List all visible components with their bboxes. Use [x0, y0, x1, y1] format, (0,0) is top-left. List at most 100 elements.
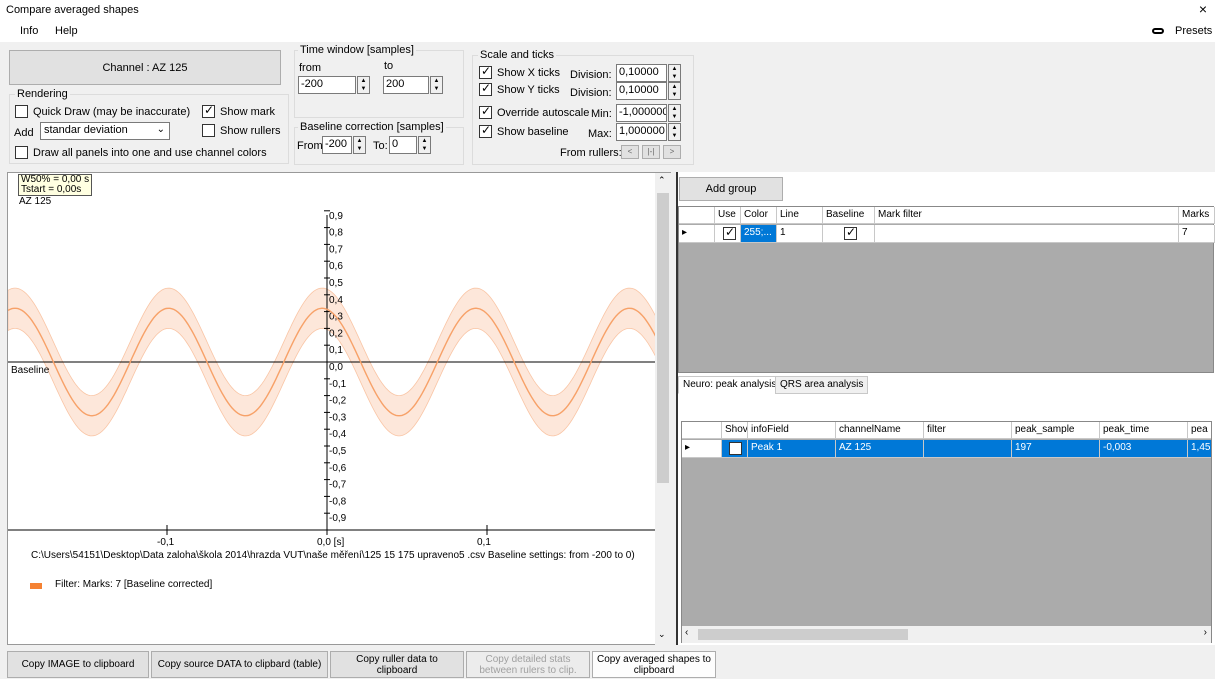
- row-pointer-icon: ▸: [682, 227, 688, 238]
- col-filter[interactable]: filter: [924, 422, 1012, 439]
- col-peak-value[interactable]: pea: [1188, 422, 1211, 439]
- show-y-ticks-checkbox[interactable]: [479, 81, 492, 96]
- row-selector[interactable]: ▸: [679, 225, 715, 243]
- copy-ruller-data-button[interactable]: Copy ruller data to clipboard: [330, 651, 464, 678]
- grid2-corner: [682, 422, 722, 439]
- add-group-button[interactable]: Add group: [679, 177, 783, 201]
- y-division-spinner[interactable]: ▲ ▼: [668, 82, 681, 100]
- plot-area[interactable]: 0,9 0,8 0,7 0,6 0,5 0,4 0,3 0,2 0,1 0,0 -0,1 -0,2 -0…: [7, 172, 671, 645]
- close-icon[interactable]: ×: [1198, 1, 1207, 17]
- cell-channel-name[interactable]: AZ 125: [836, 440, 924, 458]
- cell-marks[interactable]: 7: [1179, 225, 1215, 243]
- max-label: Max:: [588, 128, 612, 140]
- add-select[interactable]: standar deviation ⌄: [40, 122, 170, 140]
- rendering-group: [9, 94, 289, 164]
- row2-selector[interactable]: ▸: [682, 440, 722, 458]
- cell-color[interactable]: 255;...: [741, 225, 777, 243]
- cell-show[interactable]: [722, 440, 748, 458]
- ruler-mid-button[interactable]: |-|: [642, 145, 660, 159]
- x-division-input[interactable]: 0,10000: [616, 64, 667, 82]
- hscroll-thumb[interactable]: [698, 629, 908, 640]
- show-mark-checkbox[interactable]: [202, 103, 215, 118]
- scroll-left-icon[interactable]: ‹: [685, 627, 689, 638]
- y-tick-label: -0,4: [329, 429, 347, 440]
- time-to-spinner[interactable]: ▲ ▼: [430, 76, 443, 94]
- y-division-input[interactable]: 0,10000: [616, 82, 667, 100]
- copy-averaged-shapes-button[interactable]: Copy averaged shapes to clipboard: [592, 651, 716, 678]
- tooltip-w50: W50% = 0,00 s: [21, 174, 90, 185]
- baseline-from-input[interactable]: -200: [322, 136, 352, 154]
- draw-all-label: Draw all panels into one and use channel…: [33, 147, 267, 159]
- cell-info-field[interactable]: Peak 1: [748, 440, 836, 458]
- col-mark-filter[interactable]: Mark filter: [875, 207, 1179, 224]
- show-baseline-checkbox[interactable]: [479, 123, 492, 138]
- tab-qrs-area[interactable]: QRS area analysis: [775, 376, 869, 394]
- plot-vertical-scrollbar[interactable]: ⌃ ⌄: [655, 173, 671, 645]
- min-label: Min:: [591, 108, 612, 120]
- min-spinner[interactable]: ▲ ▼: [668, 104, 681, 122]
- override-autoscale-checkbox[interactable]: [479, 104, 492, 119]
- y-tick-label: -0,1: [329, 379, 347, 390]
- menu-presets[interactable]: Presets: [1175, 25, 1213, 37]
- max-input[interactable]: 1,000000: [616, 123, 667, 141]
- time-from-spinner[interactable]: ▲ ▼: [357, 76, 370, 94]
- cell-use[interactable]: [715, 225, 741, 243]
- col-use[interactable]: Use: [715, 207, 741, 224]
- tab-neuro-peak[interactable]: Neuro: peak analysis: [678, 376, 782, 394]
- ruler-left-button[interactable]: <: [621, 145, 639, 159]
- time-from-input[interactable]: -200: [298, 76, 356, 94]
- y-tick-label: -0,9: [329, 513, 347, 524]
- col-show[interactable]: Shov: [722, 422, 748, 439]
- scroll-up-icon[interactable]: ⌃: [658, 175, 666, 185]
- y-tick-label: 0,8: [329, 228, 343, 239]
- x-division-label: Division:: [570, 69, 612, 81]
- copy-image-button[interactable]: Copy IMAGE to clipboard: [7, 651, 149, 678]
- baseline-correction-legend: Baseline correction [samples]: [298, 121, 446, 133]
- col-info-field[interactable]: infoField: [748, 422, 836, 439]
- show-checkbox[interactable]: [729, 442, 742, 455]
- show-rullers-checkbox[interactable]: [202, 124, 215, 137]
- ruler-right-button[interactable]: >: [663, 145, 681, 159]
- baseline-to-spinner[interactable]: ▲ ▼: [418, 136, 431, 154]
- copy-detailed-stats-button[interactable]: Copy detailed stats between rulers to cl…: [466, 651, 590, 678]
- y-tick-label: 0,4: [329, 295, 343, 306]
- cell-baseline[interactable]: [823, 225, 875, 243]
- cell-peak-value[interactable]: 1,45: [1188, 440, 1211, 458]
- copy-source-data-button[interactable]: Copy source DATA to clipbard (table): [151, 651, 328, 678]
- cell-line[interactable]: 1: [777, 225, 823, 243]
- col-line[interactable]: Line: [777, 207, 823, 224]
- baseline-from-spinner[interactable]: ▲ ▼: [353, 136, 366, 154]
- analysis-horizontal-scrollbar[interactable]: ‹ ›: [682, 626, 1211, 643]
- menu-info[interactable]: Info: [20, 25, 39, 37]
- show-x-ticks-checkbox[interactable]: [479, 64, 492, 79]
- cell-peak-time[interactable]: -0,003: [1100, 440, 1188, 458]
- menu-bar: Info Help Presets: [0, 20, 1215, 42]
- quick-draw-checkbox[interactable]: [15, 105, 28, 118]
- max-spinner[interactable]: ▲ ▼: [668, 123, 681, 141]
- scroll-right-icon[interactable]: ›: [1203, 627, 1207, 638]
- quick-draw-label: Quick Draw (may be inaccurate): [33, 106, 191, 118]
- y-tick-label: -0,2: [329, 396, 347, 407]
- menu-help[interactable]: Help: [55, 25, 78, 37]
- presets-icon[interactable]: [1152, 28, 1164, 34]
- use-checkbox[interactable]: [723, 225, 736, 240]
- baseline-checkbox[interactable]: [844, 225, 857, 240]
- channel-label: AZ 125: [19, 196, 52, 207]
- col-color[interactable]: Color: [741, 207, 777, 224]
- x-division-spinner[interactable]: ▲ ▼: [668, 64, 681, 82]
- col-marks[interactable]: Marks: [1179, 207, 1215, 224]
- draw-all-checkbox[interactable]: [15, 146, 28, 159]
- baseline-to-input[interactable]: 0: [389, 136, 417, 154]
- time-to-input[interactable]: 200: [383, 76, 429, 94]
- cell-peak-sample[interactable]: 197: [1012, 440, 1100, 458]
- cell-mark-filter[interactable]: [875, 225, 1179, 243]
- col-peak-sample[interactable]: peak_sample: [1012, 422, 1100, 439]
- channel-button[interactable]: Channel : AZ 125: [9, 50, 281, 85]
- scroll-thumb[interactable]: [657, 193, 669, 483]
- scroll-down-icon[interactable]: ⌄: [658, 629, 666, 639]
- col-peak-time[interactable]: peak_time: [1100, 422, 1188, 439]
- col-baseline[interactable]: Baseline: [823, 207, 875, 224]
- cell-filter[interactable]: [924, 440, 1012, 458]
- col-channel-name[interactable]: channelName: [836, 422, 924, 439]
- min-input[interactable]: -1,000000: [616, 104, 667, 122]
